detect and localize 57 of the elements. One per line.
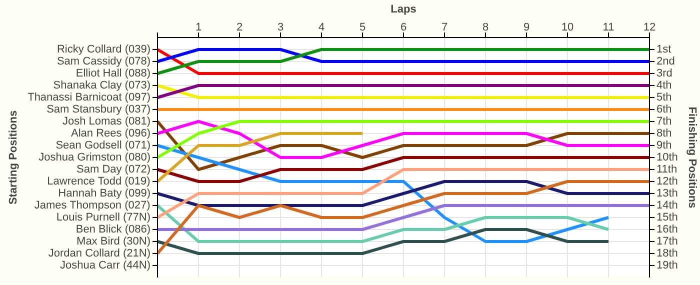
x-tick-label: 7 — [441, 22, 448, 34]
category-label: Shanaka Clay (073) — [53, 80, 151, 92]
x-tick-label: 5 — [359, 22, 366, 34]
x-tick-label: 11 — [602, 22, 614, 34]
x-tick-label: 3 — [277, 22, 284, 34]
category-label: Ben Blick (086) — [76, 224, 151, 236]
x-axis-title: Laps — [390, 4, 416, 16]
y2-tick-label: 10th — [656, 152, 678, 164]
x-tick-label: 2 — [236, 22, 243, 34]
y2-tick-label: 5th — [656, 92, 672, 104]
x-tick-label: 12 — [643, 22, 656, 34]
line-series — [158, 180, 650, 255]
category-label: Ricky Collard (039) — [56, 44, 151, 56]
y2-axis-title: Finishing Positions — [686, 106, 698, 208]
y2-tick-label: 1st — [656, 44, 672, 56]
y2-tick-label: 19th — [656, 260, 678, 272]
category-label: Sam Day (072) — [76, 164, 151, 176]
y2-tick-label: 3rd — [656, 68, 672, 80]
category-label: Sam Cassidy (078) — [56, 56, 151, 68]
y2-tick-label: 4th — [656, 80, 672, 92]
x-tick-label: 6 — [400, 22, 407, 34]
y2-tick-label: 2nd — [656, 56, 675, 68]
y2-tick-label: 13th — [656, 188, 678, 200]
x-tick-label: 4 — [318, 22, 325, 34]
category-label: Max Bird (30N) — [76, 236, 151, 248]
category-label: Lawrence Todd (019) — [47, 176, 150, 188]
x-tick-label: 8 — [482, 22, 489, 34]
x-tick-label: 10 — [561, 22, 574, 34]
x-tick-label: 1 — [195, 22, 202, 34]
line-series — [158, 120, 650, 159]
y2-tick-label: 15th — [656, 212, 678, 224]
line-series — [158, 204, 610, 243]
category-label: Josh Lomas (081) — [62, 116, 151, 128]
category-label: Sam Stansbury (037) — [46, 104, 150, 116]
category-label: Alan Rees (096) — [71, 128, 151, 140]
y2-tick-label: 9th — [656, 140, 672, 152]
line-series — [158, 120, 650, 171]
y2-tick-label: 14th — [656, 200, 678, 212]
category-label: Thanassi Barnicoat (097) — [28, 92, 151, 104]
category-label: Louis Purnell (77N) — [56, 212, 150, 224]
y2-tick-label: 18th — [656, 248, 678, 260]
y2-tick-label: 7th — [656, 116, 672, 128]
y2-tick-label: 17th — [656, 236, 678, 248]
x-tick-label: 9 — [523, 22, 530, 34]
category-label: Sean Godsell (071) — [56, 140, 151, 152]
category-label: Elliot Hall (088) — [76, 68, 151, 80]
y2-tick-label: 11th — [656, 164, 678, 176]
category-label: Joshua Grimston (080) — [38, 152, 151, 164]
category-label: Hannah Baty (099) — [58, 188, 151, 200]
category-label: James Thompson (027) — [34, 200, 150, 212]
y2-tick-label: 6th — [656, 104, 672, 116]
y2-tick-label: 16th — [656, 224, 678, 236]
category-label: Jordan Collard (21N) — [48, 248, 151, 260]
text: Starting Positions — [8, 110, 20, 205]
category-label: Joshua Carr (44N) — [60, 260, 151, 272]
y2-tick-label: 8th — [656, 128, 672, 140]
y2-tick-label: 12th — [656, 176, 678, 188]
